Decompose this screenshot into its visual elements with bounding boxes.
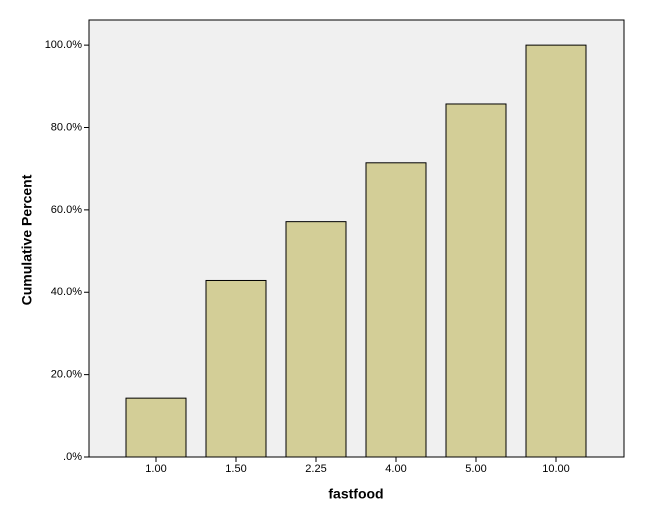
y-tick-label: 100.0% <box>45 39 83 51</box>
y-tick-label: 60.0% <box>51 204 82 216</box>
x-tick-label: 5.00 <box>465 463 486 475</box>
x-tick-label: 1.00 <box>145 463 166 475</box>
y-axis-label: Cumulative Percent <box>19 174 35 305</box>
bar <box>205 279 267 458</box>
y-tick-label: 20.0% <box>51 369 82 381</box>
x-tick-label: 10.00 <box>542 463 570 475</box>
x-tick-label: 4.00 <box>385 463 406 475</box>
bar <box>525 44 587 458</box>
x-tick-label: 1.50 <box>225 463 246 475</box>
y-tick-label: .0% <box>63 451 82 463</box>
bar <box>125 397 187 458</box>
bar <box>445 103 507 458</box>
y-tick-label: 80.0% <box>51 121 82 133</box>
x-axis-label: fastfood <box>328 486 383 502</box>
bar <box>285 221 347 458</box>
bar <box>365 162 427 458</box>
x-tick-label: 2.25 <box>305 463 326 475</box>
y-tick-label: 40.0% <box>51 286 82 298</box>
